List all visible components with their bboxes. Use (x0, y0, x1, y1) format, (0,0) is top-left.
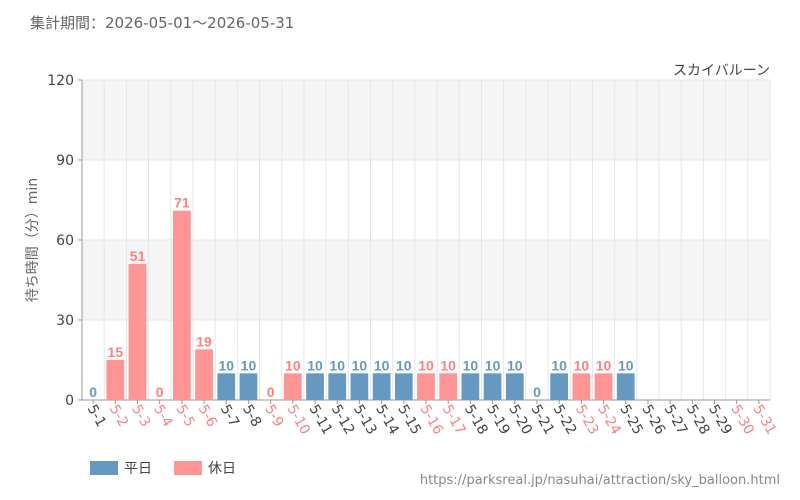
data-label-5-2: 15 (108, 344, 124, 360)
data-label-5-24: 10 (596, 357, 612, 373)
data-label-5-14: 10 (374, 357, 390, 373)
y-tick-label: 60 (56, 233, 74, 249)
data-label-5-13: 10 (352, 357, 368, 373)
data-label-5-23: 10 (574, 357, 590, 373)
x-axis-ticks: 5-15-25-35-45-55-65-75-85-95-105-115-125… (84, 400, 779, 438)
bar-5-24 (594, 373, 613, 400)
y-axis-title: 待ち時間（分）min (25, 178, 41, 302)
legend-label-holiday: 休日 (208, 461, 236, 477)
data-label-5-18: 10 (463, 357, 479, 373)
bar-5-22 (550, 373, 569, 400)
plot-band (82, 80, 770, 160)
data-label-5-25: 10 (618, 357, 634, 373)
x-tick-label-5-4: 5-4 (150, 402, 175, 430)
x-tick-label-5-31: 5-31 (749, 402, 779, 438)
holiday-swatch (174, 461, 202, 475)
data-label-5-9: 0 (267, 384, 275, 400)
data-label-5-20: 10 (507, 357, 523, 373)
data-label-5-16: 10 (418, 357, 434, 373)
bar-5-10 (283, 373, 302, 400)
data-label-5-17: 10 (440, 357, 456, 373)
data-label-5-19: 10 (485, 357, 501, 373)
legend-item-weekday: 平日 (90, 458, 152, 478)
y-tick-label: 120 (47, 73, 74, 89)
x-tick-label-5-1: 5-1 (84, 402, 109, 430)
bar-5-7 (217, 373, 236, 400)
bar-5-19 (483, 373, 502, 400)
data-label-5-15: 10 (396, 357, 412, 373)
chart-title: スカイバルーン (673, 63, 770, 79)
legend-item-holiday: 休日 (174, 458, 236, 478)
bar-5-8 (239, 373, 258, 400)
x-tick-label-5-2: 5-2 (106, 402, 131, 430)
bar-5-17 (439, 373, 458, 400)
data-label-5-6: 19 (196, 333, 212, 349)
bar-5-25 (616, 373, 635, 400)
bar-5-2 (106, 360, 125, 400)
bar-5-3 (128, 264, 147, 400)
bar-5-11 (306, 373, 324, 400)
data-label-5-4: 0 (156, 384, 164, 400)
bar-5-15 (394, 373, 413, 400)
x-tick-label-5-7: 5-7 (217, 402, 242, 430)
y-tick-label: 90 (56, 153, 74, 169)
source-url[interactable]: https://parksreal.jp/nasuhai/attraction/… (419, 473, 780, 488)
data-label-5-10: 10 (285, 357, 301, 373)
period-label: 集計期間：2026-05-01～2026-05-31 (30, 14, 295, 32)
data-label-5-5: 71 (174, 195, 190, 211)
y-tick-label: 0 (65, 393, 74, 409)
data-label-5-11: 10 (307, 357, 323, 373)
legend: 平日 休日 (90, 458, 236, 478)
bar-5-23 (572, 373, 591, 400)
grid-lines (81, 79, 771, 401)
data-label-5-21: 0 (533, 384, 541, 400)
data-label-5-3: 51 (130, 248, 146, 264)
legend-label-weekday: 平日 (124, 461, 152, 477)
weekday-swatch (90, 461, 118, 475)
data-label-5-7: 10 (218, 357, 234, 373)
bar-5-5 (172, 210, 191, 400)
bar-5-18 (461, 373, 480, 400)
data-labels: 0 15 51 0 71 19 10 10 0 10 10 10 10 10 10 10 10 10 10 10 0 10… (89, 195, 634, 400)
x-tick-label-5-3: 5-3 (128, 402, 153, 430)
plot-band (82, 240, 770, 320)
x-tick-label-5-8: 5-8 (239, 402, 264, 430)
bar-5-14 (372, 373, 391, 400)
y-tick-label: 30 (56, 313, 74, 329)
bar-5-6 (195, 349, 213, 400)
bar-5-13 (350, 373, 369, 400)
data-label-5-8: 10 (241, 357, 257, 373)
data-label-5-1: 0 (89, 384, 97, 400)
y-axis-ticks: 0 30 60 90 120 (47, 73, 82, 409)
x-tick-label-5-9: 5-9 (261, 402, 286, 430)
bar-5-16 (417, 373, 435, 400)
bar-5-20 (505, 373, 524, 400)
data-label-5-22: 10 (551, 357, 567, 373)
bars (106, 210, 635, 400)
data-label-5-12: 10 (329, 357, 345, 373)
x-tick-label-5-6: 5-6 (195, 402, 220, 430)
bar-5-12 (328, 373, 347, 400)
x-tick-label-5-5: 5-5 (172, 402, 197, 430)
plot-band (82, 160, 770, 240)
